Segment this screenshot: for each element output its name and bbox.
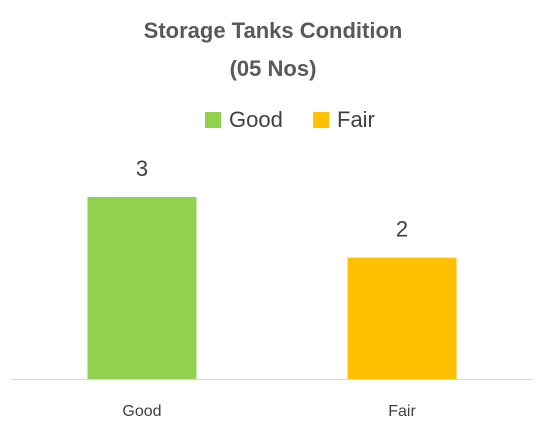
bar (347, 257, 457, 379)
legend-swatch (205, 112, 221, 128)
data-label: 3 (136, 156, 148, 181)
legend-label: Good (229, 107, 283, 132)
chart-title: Storage Tanks Condition (144, 18, 403, 43)
bar (87, 197, 197, 379)
chart-subtitle: (05 Nos) (230, 56, 317, 81)
legend-swatch (313, 112, 329, 128)
x-tick-label: Fair (388, 403, 416, 420)
x-tick-label: Good (122, 403, 161, 420)
data-label: 2 (396, 216, 408, 241)
legend-label: Fair (337, 107, 375, 132)
